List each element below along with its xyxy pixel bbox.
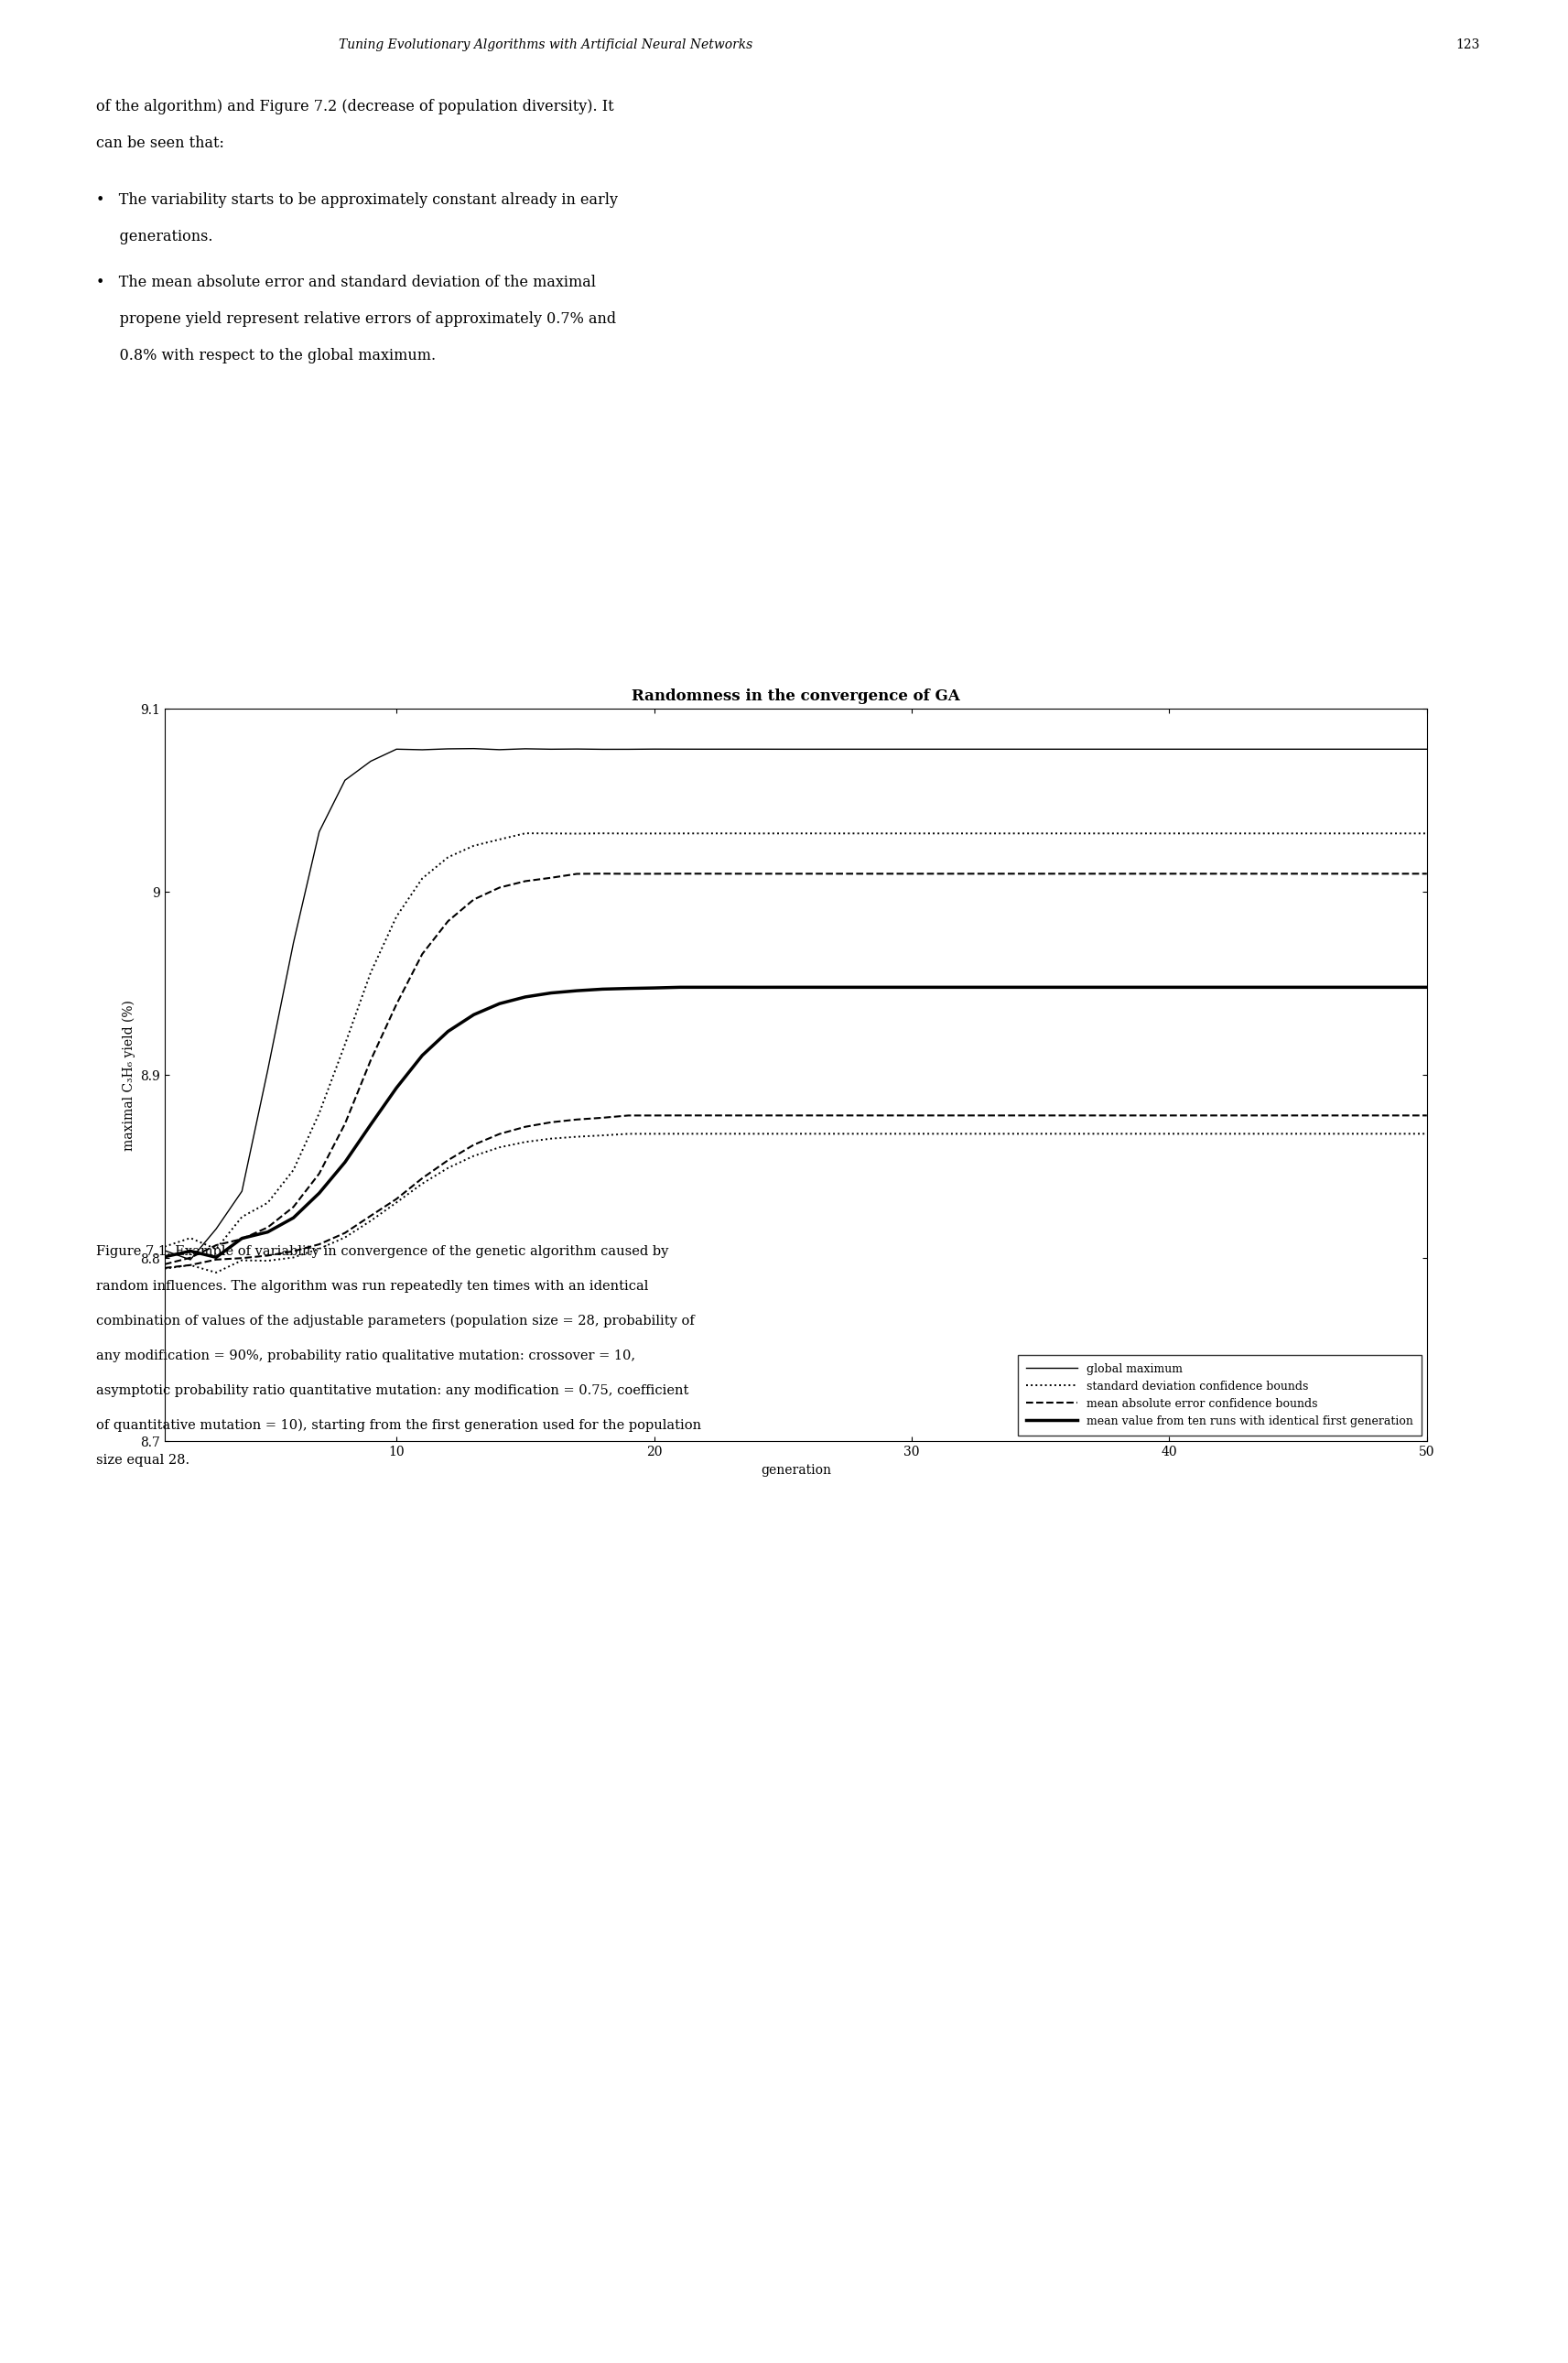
Text: of quantitative mutation = 10), starting from the first generation used for the : of quantitative mutation = 10), starting… (96, 1420, 701, 1432)
Text: any modification = 90%, probability ratio qualitative mutation: crossover = 10,: any modification = 90%, probability rati… (96, 1349, 635, 1363)
Text: asymptotic probability ratio quantitative mutation: any modification = 0.75, coe: asymptotic probability ratio quantitativ… (96, 1385, 688, 1397)
Text: size equal 28.: size equal 28. (96, 1453, 190, 1467)
X-axis label: generation: generation (760, 1463, 831, 1477)
Text: •   The variability starts to be approximately constant already in early: • The variability starts to be approxima… (96, 191, 618, 208)
Title: Randomness in the convergence of GA: Randomness in the convergence of GA (632, 688, 960, 704)
Text: generations.: generations. (96, 229, 213, 243)
Text: can be seen that:: can be seen that: (96, 135, 224, 151)
Y-axis label: maximal C₃H₆ yield (%): maximal C₃H₆ yield (%) (122, 1000, 135, 1151)
Text: propene yield represent relative errors of approximately 0.7% and: propene yield represent relative errors … (96, 312, 616, 326)
Text: •   The mean absolute error and standard deviation of the maximal: • The mean absolute error and standard d… (96, 274, 596, 291)
Legend: global maximum, standard deviation confidence bounds, mean absolute error confid: global maximum, standard deviation confi… (1018, 1354, 1421, 1437)
Text: combination of values of the adjustable parameters (population size = 28, probab: combination of values of the adjustable … (96, 1314, 695, 1328)
Text: 0.8% with respect to the global maximum.: 0.8% with respect to the global maximum. (96, 347, 436, 364)
Text: random influences. The algorithm was run repeatedly ten times with an identical: random influences. The algorithm was run… (96, 1281, 649, 1293)
Text: Figure 7.1. Example of variablity in convergence of the genetic algorithm caused: Figure 7.1. Example of variablity in con… (96, 1245, 668, 1257)
Text: 123: 123 (1455, 38, 1480, 52)
Text: of the algorithm) and Figure 7.2 (decrease of population diversity). It: of the algorithm) and Figure 7.2 (decrea… (96, 99, 613, 113)
Text: Tuning Evolutionary Algorithms with Artificial Neural Networks: Tuning Evolutionary Algorithms with Arti… (339, 38, 753, 52)
